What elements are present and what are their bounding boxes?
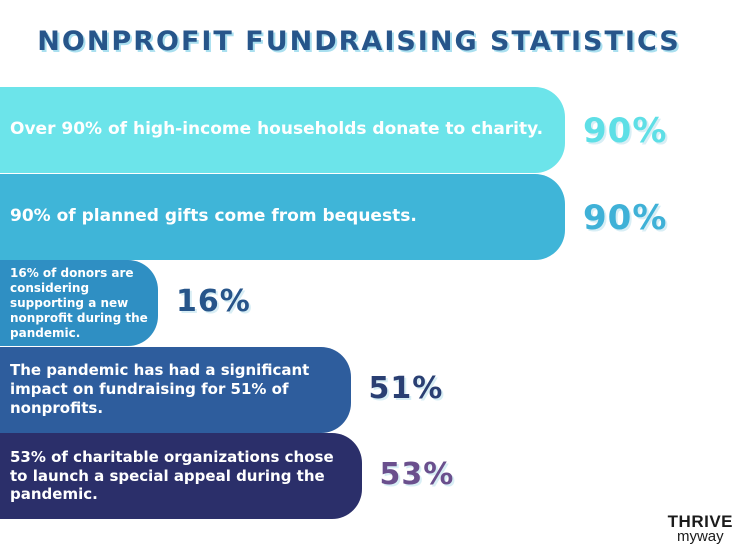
- value-label-5: 53%: [379, 457, 455, 492]
- bar-label-5: 53% of charitable organizations chose to…: [10, 447, 334, 504]
- value-label-1: 90%: [583, 111, 668, 151]
- value-label-2: 90%: [583, 197, 668, 238]
- value-label-4: 51%: [368, 370, 444, 406]
- bar-2: 90% of planned gifts come from bequests.: [0, 173, 565, 260]
- bar-5: 53% of charitable organizations chose to…: [0, 433, 362, 519]
- chart-title: NONPROFIT FUNDRAISING STATISTICS: [37, 26, 681, 57]
- bar-4: The pandemic has had a significant impac…: [0, 346, 351, 433]
- logo-bottom-text: myway: [676, 528, 724, 545]
- bar-label-3: 16% of donors are considering supporting…: [10, 265, 148, 340]
- logo-top-text: THRIVE: [667, 512, 733, 531]
- thrive-my-way-logo: THRIVE myway: [668, 513, 733, 544]
- value-label-3: 16%: [176, 284, 251, 319]
- bar-label-4: The pandemic has had a significant impac…: [10, 361, 310, 417]
- bar-3: 16% of donors are considering supporting…: [0, 260, 158, 346]
- bar-label-1: Over 90% of high-income households donat…: [10, 119, 544, 140]
- bar-1: Over 90% of high-income households donat…: [0, 87, 565, 173]
- bar-label-2: 90% of planned gifts come from bequests.: [10, 205, 417, 226]
